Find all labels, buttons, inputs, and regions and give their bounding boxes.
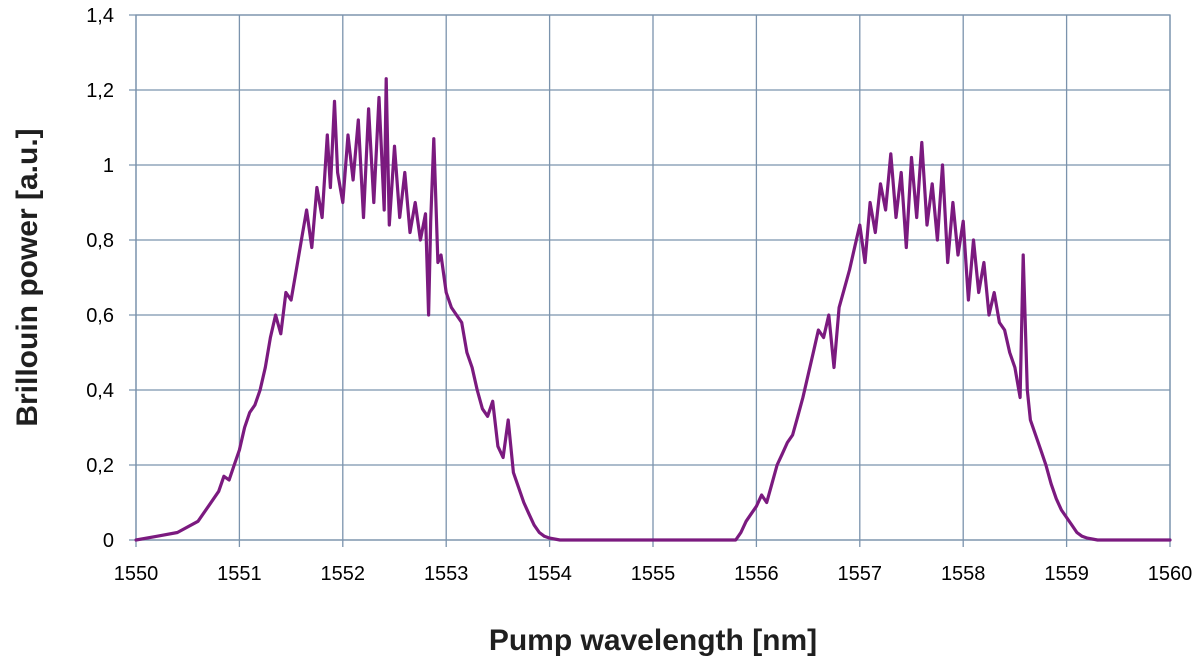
x-tick-label: 1559 (1044, 563, 1089, 585)
y-axis-title: Brillouin power [a.u.] (11, 128, 44, 426)
y-tick-label: 0,4 (86, 380, 114, 402)
y-tick-label: 1,2 (86, 80, 114, 102)
y-tick-label: 0,8 (86, 230, 114, 252)
x-tick-label: 1550 (114, 563, 159, 585)
y-tick-label: 1,4 (86, 5, 114, 27)
x-tick-label: 1558 (941, 563, 986, 585)
series-line-1 (134, 77, 1172, 542)
x-tick-label: 1555 (631, 563, 676, 585)
x-axis-title: Pump wavelength [nm] (489, 624, 817, 657)
x-tick-label: 1552 (321, 563, 366, 585)
y-tick-label: 0 (103, 530, 114, 552)
y-tick-label: 0,2 (86, 455, 114, 477)
x-tick-label: 1551 (217, 563, 262, 585)
y-tick-label: 0,6 (86, 305, 114, 327)
grid-lines (129, 14, 1171, 547)
x-tick-label: 1553 (424, 563, 469, 585)
x-tick-label: 1554 (527, 563, 572, 585)
series-layer (134, 77, 1172, 542)
y-tick-labels: 0 0,2 0,4 0,6 0,8 1 1,2 1,4 (86, 5, 114, 552)
x-tick-label: 1556 (734, 563, 779, 585)
y-tick-label: 1 (103, 155, 114, 177)
x-tick-labels: 1550 1551 1552 1553 1554 1555 1556 1557 1558 1559… (114, 563, 1193, 585)
x-tick-label: 1560 (1148, 563, 1193, 585)
x-tick-label: 1557 (838, 563, 883, 585)
